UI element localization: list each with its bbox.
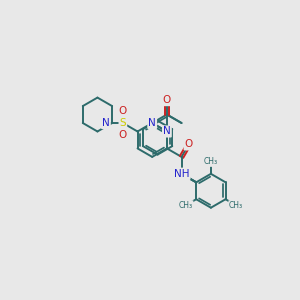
Text: S: S <box>120 118 126 128</box>
Text: O: O <box>119 130 127 140</box>
Text: N: N <box>102 118 110 128</box>
Text: CH₃: CH₃ <box>204 158 218 166</box>
Text: NH: NH <box>174 169 189 179</box>
Text: CH₃: CH₃ <box>229 201 243 210</box>
Text: NH: NH <box>174 169 189 179</box>
Text: CH₃: CH₃ <box>179 201 193 210</box>
Text: O: O <box>184 140 193 149</box>
Text: O: O <box>119 106 127 116</box>
Text: O: O <box>163 95 171 105</box>
Text: N: N <box>163 127 171 136</box>
Text: N: N <box>148 118 156 128</box>
